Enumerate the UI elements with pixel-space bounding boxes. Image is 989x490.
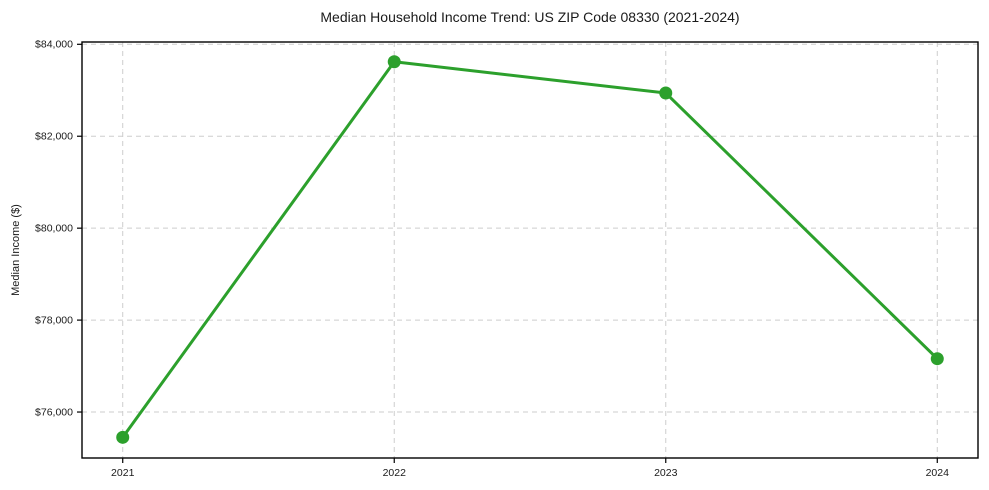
- y-tick-label: $78,000: [35, 314, 73, 326]
- data-point: [930, 352, 944, 366]
- data-point: [116, 430, 130, 444]
- x-tick-label: 2021: [111, 467, 135, 479]
- x-tick-label: 2024: [926, 467, 950, 479]
- trend-line: [121, 60, 939, 439]
- y-tick-label: $82,000: [35, 131, 73, 143]
- y-tick-label: $84,000: [35, 39, 73, 51]
- x-tick-label: 2022: [383, 467, 407, 479]
- chart-title: Median Household Income Trend: US ZIP Co…: [320, 9, 740, 25]
- data-point: [659, 86, 673, 100]
- y-tick-label: $80,000: [35, 223, 73, 235]
- y-tick-label: $76,000: [35, 406, 73, 418]
- plot-border: [81, 41, 979, 459]
- data-point: [387, 55, 401, 69]
- x-tick-label: 2023: [654, 467, 678, 479]
